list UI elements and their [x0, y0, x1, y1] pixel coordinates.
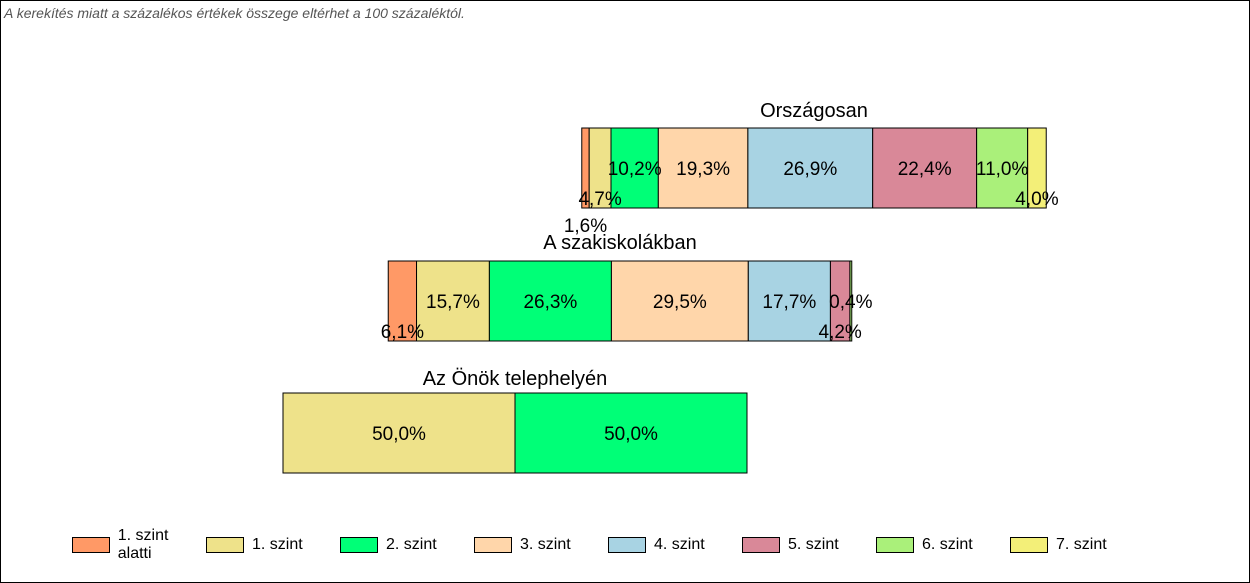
bar-title-2: Az Önök telephelyén — [423, 368, 608, 390]
bar-title-1: A szakiskolákban — [543, 232, 696, 254]
data-label-2-1: 50,0% — [372, 424, 426, 445]
data-label-1-3: 29,5% — [653, 292, 707, 313]
legend-swatch-0 — [72, 537, 110, 553]
bar-segment-1-2 — [488, 260, 612, 342]
legend-swatch-3 — [474, 537, 512, 553]
data-label-0-1: 4,7% — [578, 189, 621, 210]
data-label-1-2: 26,3% — [523, 292, 577, 313]
bar-segment-1-6 — [849, 260, 853, 342]
bar-title-0: Országosan — [760, 100, 868, 122]
data-label-0-7: 4,0% — [1015, 189, 1058, 210]
bar-segment-1-3 — [610, 260, 749, 342]
bar-segment-0-3 — [657, 127, 749, 209]
legend-label-7: 7. szint — [1056, 536, 1107, 553]
legend-swatch-2 — [340, 537, 378, 553]
bar-segment-0-2 — [610, 127, 659, 209]
bar-segment-2-2 — [514, 392, 748, 474]
data-label-0-4: 26,9% — [783, 159, 837, 180]
bar-segment-0-6 — [976, 127, 1029, 209]
data-label-1-4: 17,7% — [762, 292, 816, 313]
chart-legend: 1. szint alatti 1. szint 2. szint 3. szint 4… — [72, 527, 1144, 562]
data-label-1-6: 0,4% — [829, 292, 872, 313]
data-label-2-2: 50,0% — [604, 424, 658, 445]
data-label-0-5: 22,4% — [898, 159, 952, 180]
bar-segment-1-4 — [747, 260, 831, 342]
legend-label-0: 1. szint alatti — [117, 527, 169, 562]
legend-item-1: 1. szint — [206, 536, 340, 554]
bar-segment-0-5 — [872, 127, 978, 209]
bar-segment-0-7 — [1027, 127, 1047, 209]
legend-label-5: 5. szint — [788, 536, 839, 553]
bar-segment-1-0 — [387, 260, 418, 342]
legend-swatch-5 — [742, 537, 780, 553]
data-label-1-1: 15,7% — [426, 292, 480, 313]
legend-swatch-7 — [1010, 537, 1048, 553]
data-label-1-0: 6,1% — [381, 322, 424, 343]
legend-item-5: 5. szint — [742, 536, 876, 554]
legend-item-0: 1. szint alatti — [72, 527, 206, 563]
rounding-note: A kerekítés miatt a százalékos értékek ö… — [4, 5, 465, 21]
bar-segment-2-1 — [282, 392, 516, 474]
legend-swatch-4 — [608, 537, 646, 553]
legend-label-4: 4. szint — [654, 536, 705, 553]
data-label-1-5: 4,2% — [819, 322, 862, 343]
data-label-0-2: 10,2% — [608, 159, 662, 180]
legend-item-3: 3. szint — [474, 536, 608, 554]
data-label-0-6: 11,0% — [976, 159, 1029, 180]
legend-label-3: 3. szint — [520, 536, 571, 553]
data-label-0-3: 19,3% — [676, 159, 730, 180]
legend-swatch-1 — [206, 537, 244, 553]
legend-label-6: 6. szint — [922, 536, 973, 553]
legend-item-7: 7. szint — [1010, 536, 1144, 554]
data-label-0-0: 1,6% — [564, 216, 607, 237]
legend-item-6: 6. szint — [876, 536, 1010, 554]
legend-item-4: 4. szint — [608, 536, 742, 554]
legend-swatch-6 — [876, 537, 914, 553]
legend-item-2: 2. szint — [340, 536, 474, 554]
legend-label-2: 2. szint — [386, 536, 437, 553]
legend-label-1: 1. szint — [252, 536, 303, 553]
